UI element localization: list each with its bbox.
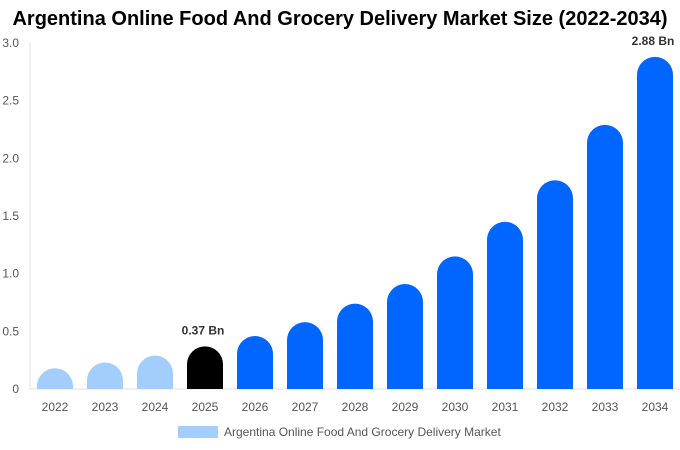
y-tick-label: 1.5 xyxy=(2,209,19,223)
bar-2026 xyxy=(237,335,273,389)
x-tick-label: 2027 xyxy=(292,400,319,414)
x-tick-label: 2023 xyxy=(92,400,119,414)
x-tick-label: 2030 xyxy=(442,400,469,414)
x-tick-label: 2034 xyxy=(642,400,669,414)
y-tick-label: 3.0 xyxy=(2,36,19,50)
bar-2028 xyxy=(337,303,373,389)
data-label: 0.37 Bn xyxy=(182,323,225,337)
x-tick-label: 2028 xyxy=(342,400,369,414)
x-tick-label: 2033 xyxy=(592,400,619,414)
bar-2030 xyxy=(437,256,473,389)
data-label: 2.88 Bn xyxy=(632,34,675,48)
bar-2033 xyxy=(587,124,623,390)
y-tick-label: 0 xyxy=(12,382,19,396)
chart-title: Argentina Online Food And Grocery Delive… xyxy=(12,8,668,30)
x-tick-label: 2022 xyxy=(42,400,69,414)
legend: Argentina Online Food And Grocery Delive… xyxy=(178,425,501,439)
legend-swatch xyxy=(178,426,218,438)
bar-2023 xyxy=(87,362,123,389)
x-tick-label: 2025 xyxy=(192,400,219,414)
x-tick-label: 2026 xyxy=(242,400,269,414)
bar-2032 xyxy=(537,180,573,389)
x-tick-label: 2029 xyxy=(392,400,419,414)
bar-2031 xyxy=(487,221,523,389)
bar-chart: 0 0.5 1.0 1.5 2.0 2.5 3.0 2022 2023 2024 2025 0.37 … xyxy=(2,34,680,414)
x-tick-label: 2024 xyxy=(142,400,169,414)
y-tick-label: 2.0 xyxy=(2,151,19,165)
y-tick-label: 2.5 xyxy=(2,94,19,108)
x-tick-label: 2031 xyxy=(492,400,519,414)
legend-label: Argentina Online Food And Grocery Delive… xyxy=(224,425,501,439)
y-tick-label: 1.0 xyxy=(2,267,19,281)
bar-2022 xyxy=(37,368,73,389)
bar-2027 xyxy=(287,322,323,389)
bar-2034 xyxy=(637,56,673,390)
bar-2029 xyxy=(387,284,423,389)
y-tick-label: 0.5 xyxy=(2,324,19,338)
bar-2024 xyxy=(137,355,173,389)
x-tick-label: 2032 xyxy=(542,400,569,414)
bar-2025 xyxy=(187,346,223,389)
